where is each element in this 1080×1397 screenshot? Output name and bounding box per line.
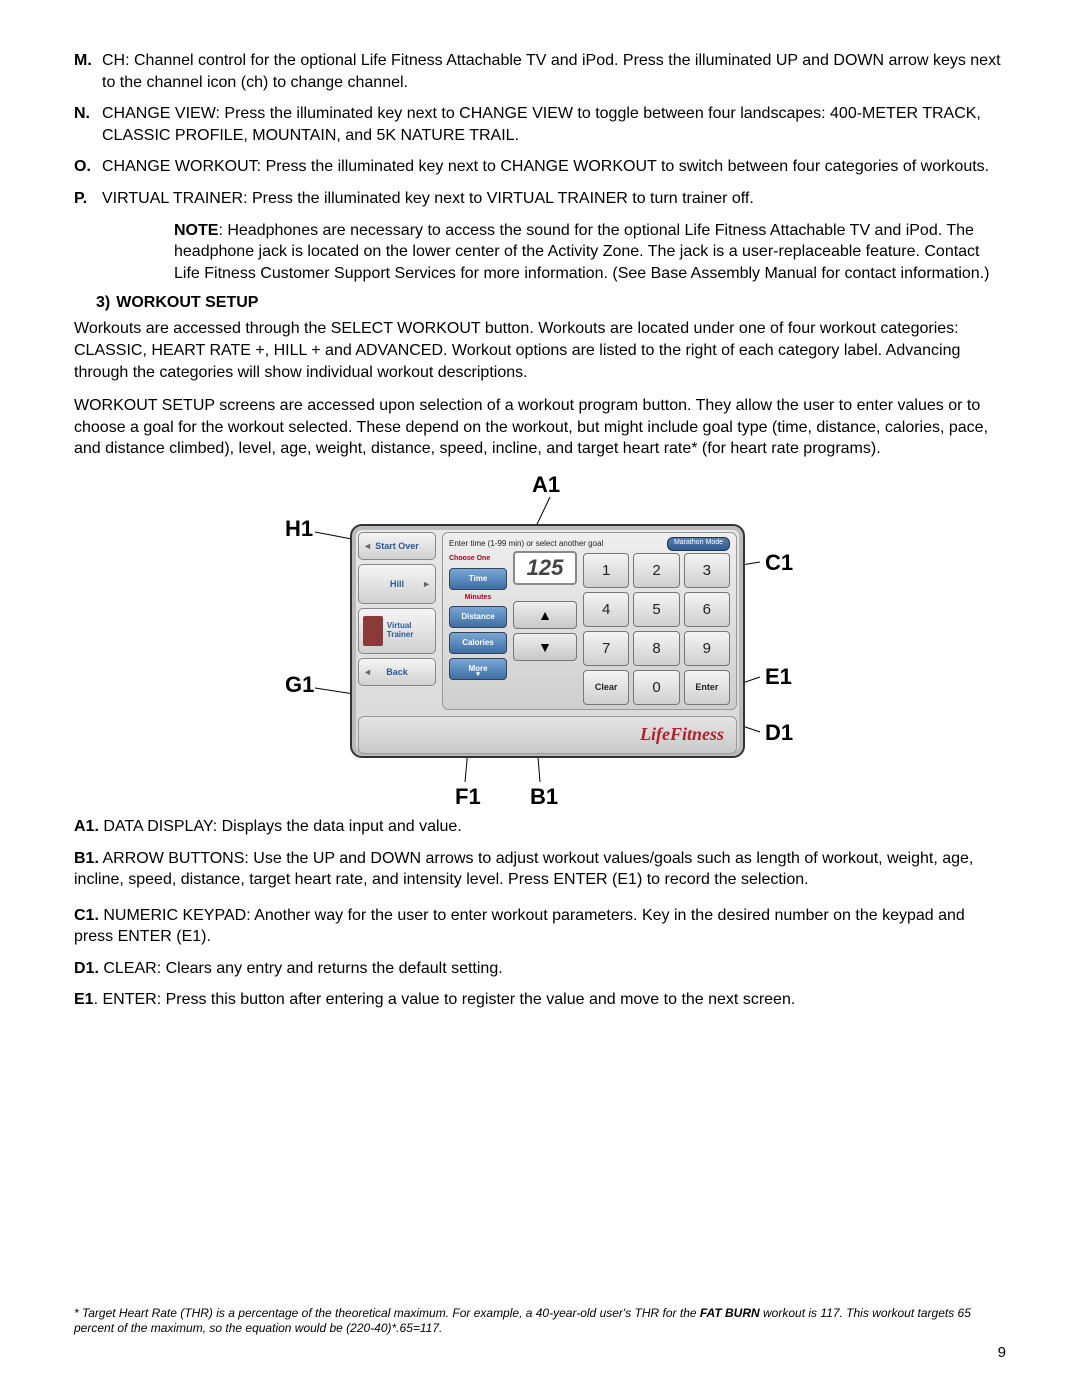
list-item-P: P. VIRTUAL TRAINER: Press the illuminate… [74,188,1006,210]
list-letter: M. [74,50,102,93]
list-letter: N. [74,103,102,146]
callout-F1: F1 [455,784,481,810]
numeric-keypad: Marathon Mode 1 2 3 4 5 6 7 8 9 Clear 0 … [583,551,730,705]
key-5[interactable]: 5 [633,592,679,627]
paragraph-2: WORKOUT SETUP screens are accessed upon … [74,395,1006,460]
section-heading: 3) WORKOUT SETUP [96,294,1006,312]
list-item-N: N. CHANGE VIEW: Press the illuminated ke… [74,103,1006,146]
display-arrow-column: 125 ▲ ▼ [513,551,577,705]
distance-pill[interactable]: Distance [449,606,507,628]
list-text: C1. NUMERIC KEYPAD: Another way for the … [74,905,1006,948]
note-text: : Headphones are necessary to access the… [174,222,989,282]
list-text: E1. ENTER: Press this button after enter… [74,989,1006,1011]
main-input-area: Enter time (1-99 min) or select another … [442,532,737,710]
start-over-button[interactable]: ◄Start Over [358,532,436,560]
callout-B1: B1 [530,784,558,810]
list-text: CH: Channel control for the optional Lif… [102,50,1006,93]
calories-pill[interactable]: Calories [449,632,507,654]
callout-G1: G1 [285,672,314,698]
list-text: A1. DATA DISPLAY: Displays the data inpu… [74,816,1006,838]
list-text: VIRTUAL TRAINER: Press the illuminated k… [102,188,1006,210]
arrow-down-button[interactable]: ▼ [513,633,577,661]
key-clear[interactable]: Clear [583,670,629,705]
list-letter: O. [74,156,102,178]
back-label: Back [386,667,408,677]
hill-label: Hill [390,579,404,589]
hill-button[interactable]: Hill ► [358,564,436,604]
key-6[interactable]: 6 [684,592,730,627]
key-4[interactable]: 4 [583,592,629,627]
callout-D1: D1 [765,720,793,746]
time-pill[interactable]: Time [449,568,507,590]
callout-H1: H1 [285,516,313,542]
list-text: D1. CLEAR: Clears any entry and returns … [74,958,1006,980]
note-label: NOTE [174,222,218,239]
note-block: NOTE: Headphones are necessary to access… [174,220,1006,285]
data-display: 125 [513,551,577,585]
section-title: WORKOUT SETUP [116,294,258,311]
back-button[interactable]: ◄ Back [358,658,436,686]
key-3[interactable]: 3 [684,553,730,588]
key-enter[interactable]: Enter [684,670,730,705]
section-num: 3) [96,294,110,311]
list-letter: P. [74,188,102,210]
lifefitness-logo: LifeFitness [640,724,724,745]
left-button-column: ◄Start Over Hill► Virtual Trainer ◄Back [358,532,436,710]
list-item-M: M. CH: Channel control for the optional … [74,50,1006,93]
footnote-pre: * Target Heart Rate (THR) is a percentag… [74,1306,700,1320]
key-9[interactable]: 9 [684,631,730,666]
list-item-A1: A1. DATA DISPLAY: Displays the data inpu… [74,816,1006,838]
key-0[interactable]: 0 [633,670,679,705]
callout-A1: A1 [532,472,560,498]
key-2[interactable]: 2 [633,553,679,588]
list-item-C1: C1. NUMERIC KEYPAD: Another way for the … [74,905,1006,948]
console-panel: ◄Start Over Hill► Virtual Trainer ◄Back … [350,524,745,758]
virtual-trainer-label: Virtual Trainer [387,622,435,640]
list-item-B1: B1. ARROW BUTTONS: Use the UP and DOWN a… [74,848,1006,891]
footnote-bold: FAT BURN [700,1306,760,1320]
footnote: * Target Heart Rate (THR) is a percentag… [74,1306,1006,1337]
more-pill[interactable]: More [449,658,507,680]
start-over-label: Start Over [375,541,419,551]
minutes-label: Minutes [449,594,507,602]
list-text: CHANGE VIEW: Press the illuminated key n… [102,103,1006,146]
virtual-trainer-button[interactable]: Virtual Trainer [358,608,436,654]
callout-E1: E1 [765,664,792,690]
instruction-text: Enter time (1-99 min) or select another … [449,537,507,551]
paragraph-1: Workouts are accessed through the SELECT… [74,318,1006,383]
list-item-O: O. CHANGE WORKOUT: Press the illuminated… [74,156,1006,178]
arrow-left-icon: ◄ [363,667,372,677]
choose-one-label: Choose One [449,555,507,564]
key-8[interactable]: 8 [633,631,679,666]
list-text: CHANGE WORKOUT: Press the illuminated ke… [102,156,1006,178]
arrow-up-button[interactable]: ▲ [513,601,577,629]
page-number: 9 [998,1344,1006,1361]
list-item-D1: D1. CLEAR: Clears any entry and returns … [74,958,1006,980]
workout-setup-diagram: A1 H1 G1 C1 E1 D1 F1 B1 ◄Start Over Hill… [260,472,820,812]
callout-C1: C1 [765,550,793,576]
marathon-mode-badge[interactable]: Marathon Mode [667,537,730,551]
goal-pills-column: Enter time (1-99 min) or select another … [449,537,507,705]
panel-bottom-bar: LifeFitness [358,716,737,754]
list-text: B1. ARROW BUTTONS: Use the UP and DOWN a… [74,848,1006,891]
arrow-left-icon: ◄ [363,541,372,551]
trainer-avatar [363,616,383,646]
key-1[interactable]: 1 [583,553,629,588]
arrow-right-icon: ► [422,579,431,589]
list-item-E1: E1. ENTER: Press this button after enter… [74,989,1006,1011]
key-7[interactable]: 7 [583,631,629,666]
